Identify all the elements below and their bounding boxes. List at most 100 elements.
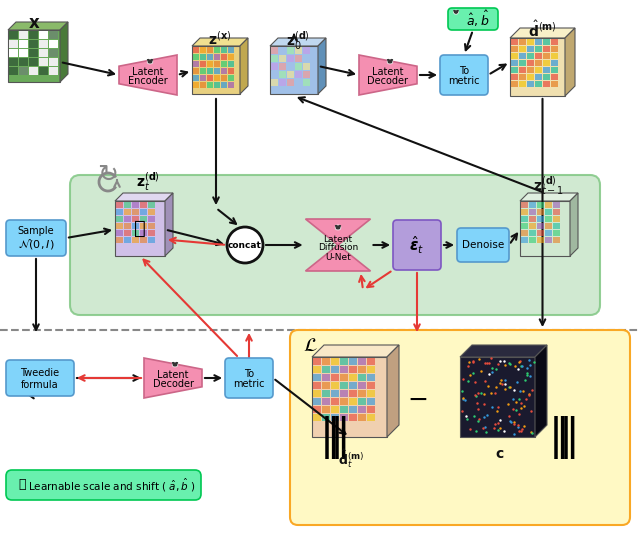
Text: concat: concat <box>228 240 262 249</box>
Bar <box>132 223 139 229</box>
FancyBboxPatch shape <box>70 175 600 315</box>
Bar <box>367 382 375 389</box>
Polygon shape <box>387 345 399 437</box>
Polygon shape <box>192 38 248 46</box>
FancyBboxPatch shape <box>290 330 630 525</box>
Text: Latent: Latent <box>372 67 404 77</box>
Bar <box>367 358 375 365</box>
Bar <box>537 223 544 229</box>
Bar <box>207 47 213 53</box>
Bar <box>29 67 38 75</box>
Bar <box>349 374 357 381</box>
Bar <box>322 382 330 389</box>
Bar <box>214 61 220 67</box>
Bar <box>537 237 544 243</box>
Bar <box>200 68 206 74</box>
Text: Latent: Latent <box>323 234 353 244</box>
Bar <box>19 31 28 39</box>
Bar <box>29 49 38 57</box>
Bar <box>132 202 139 208</box>
Bar <box>9 67 18 75</box>
Bar <box>349 390 357 397</box>
Bar <box>140 216 147 222</box>
Bar <box>521 209 528 215</box>
Bar <box>19 49 28 57</box>
Bar <box>349 366 357 373</box>
Text: $\Vert$: $\Vert$ <box>548 414 566 461</box>
Bar <box>200 82 206 88</box>
Bar <box>519 53 526 59</box>
Bar <box>295 47 302 54</box>
Bar <box>228 75 234 81</box>
Bar <box>535 39 542 45</box>
Bar <box>221 54 227 60</box>
Bar <box>340 406 348 413</box>
Text: $\mathbf{c}$: $\mathbf{c}$ <box>495 447 504 461</box>
Bar <box>29 40 38 48</box>
Bar <box>358 390 366 397</box>
Bar <box>116 216 123 222</box>
Bar <box>529 237 536 243</box>
Bar <box>537 202 544 208</box>
Bar <box>545 209 552 215</box>
Text: $\Vert$: $\Vert$ <box>330 414 347 461</box>
Polygon shape <box>460 345 547 357</box>
Bar <box>511 81 518 87</box>
Bar <box>521 237 528 243</box>
Bar <box>553 209 560 215</box>
Bar <box>519 39 526 45</box>
Bar <box>228 82 234 88</box>
FancyBboxPatch shape <box>172 362 178 367</box>
Bar <box>511 46 518 52</box>
Bar <box>551 74 558 80</box>
Bar <box>331 406 339 413</box>
Bar <box>543 46 550 52</box>
Bar <box>340 382 348 389</box>
Bar <box>551 67 558 73</box>
Bar <box>553 223 560 229</box>
Bar <box>527 60 534 66</box>
Bar <box>527 74 534 80</box>
Bar <box>519 60 526 66</box>
Bar <box>545 230 552 236</box>
Text: Latent: Latent <box>157 370 189 380</box>
Bar <box>367 390 375 397</box>
Bar <box>271 55 278 62</box>
Bar <box>193 82 199 88</box>
Bar <box>214 54 220 60</box>
Bar <box>303 71 310 78</box>
Bar <box>303 79 310 86</box>
Bar <box>132 237 139 243</box>
Text: 🔥: 🔥 <box>134 219 146 238</box>
Bar <box>148 237 155 243</box>
Text: Decoder: Decoder <box>367 76 408 86</box>
FancyBboxPatch shape <box>6 360 74 396</box>
Text: Encoder: Encoder <box>128 76 168 86</box>
Text: $\mathbf{z}^{(\mathbf{d})}_0$: $\mathbf{z}^{(\mathbf{d})}_0$ <box>286 30 310 53</box>
Polygon shape <box>8 22 68 30</box>
Bar <box>367 398 375 405</box>
Text: Decoder: Decoder <box>152 379 193 389</box>
Bar <box>228 47 234 53</box>
Bar <box>221 82 227 88</box>
Bar <box>29 58 38 66</box>
Bar <box>553 216 560 222</box>
Bar <box>287 71 294 78</box>
Bar <box>39 40 48 48</box>
Text: metric: metric <box>233 379 265 389</box>
Bar <box>313 358 321 365</box>
Polygon shape <box>510 38 565 96</box>
Bar <box>19 58 28 66</box>
Bar <box>313 406 321 413</box>
Bar <box>545 223 552 229</box>
Bar <box>519 74 526 80</box>
Polygon shape <box>165 193 173 256</box>
Bar <box>349 406 357 413</box>
Polygon shape <box>520 193 578 201</box>
Text: Latent: Latent <box>132 67 164 77</box>
Bar <box>358 414 366 421</box>
Bar <box>303 55 310 62</box>
Text: $\mathbf{z}^{(\mathbf{x})}$: $\mathbf{z}^{(\mathbf{x})}$ <box>209 30 232 48</box>
FancyBboxPatch shape <box>225 358 273 398</box>
Text: $\Vert$: $\Vert$ <box>558 414 576 461</box>
